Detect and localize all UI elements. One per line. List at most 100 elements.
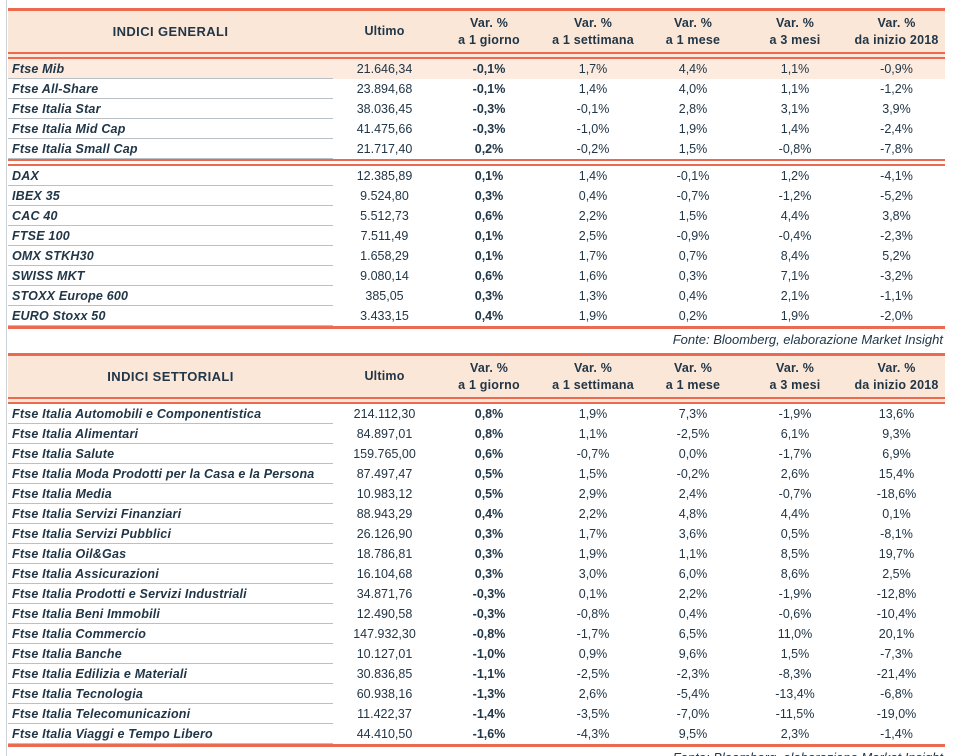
period-label: a 3 mesi [769,32,821,47]
ultimo-cell: 5.512,73 [360,209,409,223]
var-label: Var. % [673,15,713,30]
table-row: OMX STKH30 1.658,29 0,1% 1,7% 0,7% 8,4% 5,2% [8,246,945,266]
table-row: Ftse Italia Oil&Gas 18.786,81 0,3% 1,9% 1,1%… [8,544,945,564]
var-1day-cell: 0,6% [474,269,504,283]
ultimo-cell: 10.127,01 [356,647,413,661]
table-header: INDICI SETTORIALI Ultimo Var. % a 1 gior… [8,356,945,397]
var-3months-cell: 4,4% [780,209,810,223]
var-ytd-cell: -4,1% [880,169,913,183]
ultimo-cell: 41.475,66 [356,122,413,136]
var-label: Var. % [469,15,509,30]
index-name-cell: EURO Stoxx 50 [8,306,333,326]
var-1month-cell: -5,4% [676,687,710,701]
ultimo-cell: 84.897,01 [356,427,413,441]
var-1month-cell: 4,4% [678,62,708,76]
ultimo-cell: 9.080,14 [360,269,409,283]
var-label: Var. % [775,15,815,30]
period-label: a 1 giorno [458,377,520,392]
var-1day-cell: 0,3% [474,189,504,203]
var-1week-cell: -2,5% [576,667,610,681]
table-row: Ftse Italia Telecomunicazioni 11.422,37 -1… [8,704,945,724]
header-rule [8,52,945,59]
var-ytd-cell: -1,2% [880,82,913,96]
var-1week-cell: 1,3% [578,289,608,303]
col-header-var-3months: Var. % a 3 mesi [742,356,848,397]
var-1day-cell: -0,3% [472,607,506,621]
var-3months-cell: -1,9% [778,407,812,421]
var-1week-cell: -0,2% [576,142,610,156]
ultimo-cell: 147.932,30 [353,627,416,641]
var-3months-cell: 0,5% [780,527,810,541]
var-1month-cell: -0,2% [676,467,710,481]
var-ytd-cell: -7,3% [880,647,913,661]
var-ytd-cell: 9,3% [882,427,911,441]
var-ytd-cell: -12,8% [876,587,917,601]
var-ytd-cell: -1,1% [880,289,913,303]
ultimo-cell: 21.646,34 [356,62,413,76]
ultimo-cell: 9.524,80 [360,189,409,203]
var-ytd-cell: -5,2% [880,189,913,203]
var-3months-cell: 2,1% [780,289,810,303]
index-name-cell: Ftse Italia Small Cap [8,139,333,159]
var-label: Var. % [573,15,613,30]
var-3months-cell: 8,6% [780,567,810,581]
general-indices-table: INDICI GENERALI Ultimo Var. % a 1 giorno… [8,8,945,329]
table-row: Ftse Italia Media 10.983,12 0,5% 2,9% 2,4% -0… [8,484,945,504]
ultimo-cell: 30.836,85 [356,667,413,681]
sector-indices-table: INDICI SETTORIALI Ultimo Var. % a 1 gior… [8,353,945,747]
var-3months-cell: -0,6% [778,607,812,621]
var-3months-cell: 2,3% [780,727,810,741]
var-1week-cell: 1,4% [578,169,608,183]
var-ytd-cell: -2,3% [880,229,913,243]
ultimo-cell: 18.786,81 [356,547,413,561]
var-1month-cell: -2,3% [676,667,710,681]
col-header-var-3months: Var. % a 3 mesi [742,11,848,52]
var-ytd-cell: -10,4% [876,607,917,621]
var-1day-cell: 0,2% [474,142,504,156]
ultimo-cell: 12.385,89 [356,169,413,183]
table-row: Ftse Italia Viaggi e Tempo Libero 44.410,… [8,724,945,744]
var-1month-cell: 2,2% [678,587,708,601]
var-1week-cell: 1,7% [578,62,608,76]
table-row: EURO Stoxx 50 3.433,15 0,4% 1,9% 0,2% 1,9% -2,… [8,306,945,326]
var-1day-cell: -0,1% [472,62,506,76]
index-name-cell: Ftse Italia Commercio [8,624,333,644]
ultimo-cell: 159.765,00 [353,447,416,461]
var-3months-cell: -1,7% [778,447,812,461]
table-row: Ftse Italia Mid Cap 41.475,66 -0,3% -1,0% 1,… [8,119,945,139]
var-ytd-cell: 2,5% [882,567,911,581]
var-ytd-cell: 13,6% [878,407,915,421]
var-1day-cell: 0,1% [474,229,504,243]
var-3months-cell: 3,1% [780,102,810,116]
col-header-var-ytd: Var. % da inizio 2018 [848,356,945,397]
var-1month-cell: 1,9% [678,122,708,136]
ultimo-cell: 3.433,15 [360,309,409,323]
var-1month-cell: 6,0% [678,567,708,581]
index-name-cell: IBEX 35 [8,186,333,206]
var-1month-cell: 1,5% [678,142,708,156]
var-1day-cell: -0,3% [472,102,506,116]
section-divider-rule [8,159,945,166]
var-3months-cell: -0,8% [778,142,812,156]
header-rule [8,397,945,404]
var-1week-cell: 1,9% [578,547,608,561]
ultimo-cell: 23.894,68 [356,82,413,96]
ultimo-cell: 26.126,90 [356,527,413,541]
col-header-var-1month: Var. % a 1 mese [644,11,742,52]
var-1month-cell: -7,0% [676,707,710,721]
ultimo-cell: 12.490,58 [356,607,413,621]
index-name-cell: Ftse Italia Moda Prodotti per la Casa e … [8,464,333,484]
var-3months-cell: -8,3% [778,667,812,681]
var-1month-cell: 0,2% [678,309,708,323]
var-1month-cell: -0,9% [676,229,710,243]
index-name-cell: CAC 40 [8,206,333,226]
top-rule [8,353,945,356]
var-1week-cell: 0,4% [578,189,608,203]
var-1month-cell: -2,5% [676,427,710,441]
var-1week-cell: 1,5% [578,467,608,481]
var-3months-cell: 2,6% [780,467,810,481]
var-label: Var. % [775,360,815,375]
index-name-cell: Ftse Italia Prodotti e Servizi Industria… [8,584,333,604]
table-row: Ftse Italia Star 38.036,45 -0,3% -0,1% 2,8% 3… [8,99,945,119]
var-ytd-cell: 15,4% [878,467,915,481]
